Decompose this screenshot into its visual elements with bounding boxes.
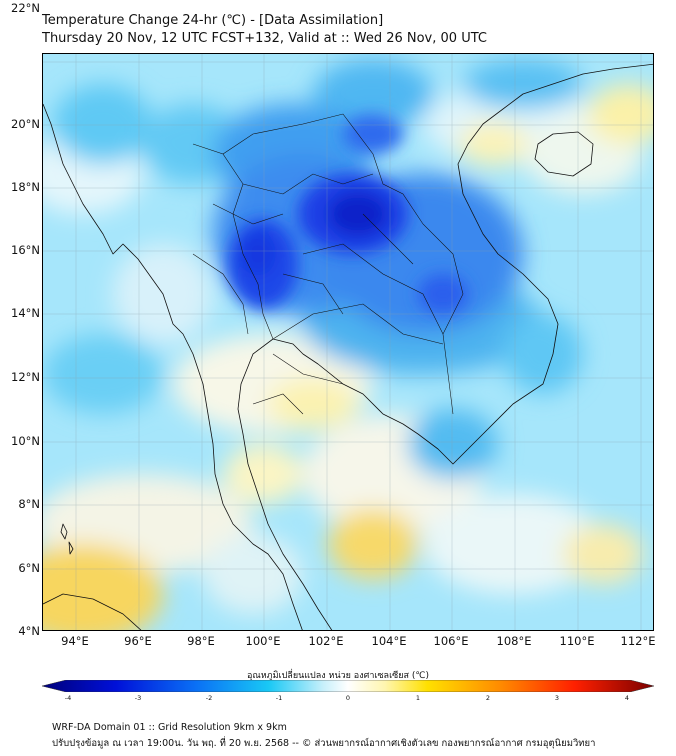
colorbar [42,680,654,692]
country-borders [192,113,464,415]
colorbar-tick-2: 2 [485,694,491,702]
footer-update-info: ปรับปรุงข้อมูล ณ เวลา 19:00น. วัน พฤ. ที… [52,738,596,749]
lat-label-22n: 22°N [11,1,40,15]
lon-label-100e: 100°E [245,634,281,648]
lon-label-106e: 106°E [433,634,469,648]
map-title: Temperature Change 24-hr (℃) - [Data Ass… [42,13,384,28]
colorbar-tick-1: 1 [415,694,421,702]
lat-label-10n: 10°N [11,434,40,448]
coastlines [43,63,653,630]
lon-label-108e: 108°E [496,634,532,648]
colorbar-tick-minus3: -3 [134,694,142,702]
colorbar-gradient [42,680,654,692]
map-subtitle: Thursday 20 Nov, 12 UTC FCST+132, Valid … [42,31,487,46]
colorbar-tick-4: 4 [624,694,630,702]
temperature-field [43,59,653,630]
lat-label-14n: 14°N [11,306,40,320]
temperature-change-map [42,53,654,631]
lon-label-96e: 96°E [124,634,152,648]
lat-label-8n: 8°N [18,497,40,511]
lon-label-102e: 102°E [308,634,344,648]
map-canvas [43,54,653,630]
strong-cooling-cores [228,114,468,314]
colorbar-tick-minus1: -1 [275,694,283,702]
lat-label-12n: 12°N [11,370,40,384]
colorbar-tick-0: 0 [345,694,351,702]
colorbar-title: อุณหภูมิเปลี่ยนแปลง หน่วย องศาเซลเซียส (… [246,671,430,681]
lat-label-20n: 20°N [11,117,40,131]
lat-label-16n: 16°N [11,243,40,257]
graticule [43,54,653,630]
lat-label-4n: 4°N [18,624,40,638]
colorbar-tick-3: 3 [554,694,560,702]
lat-label-6n: 6°N [18,561,40,575]
colorbar-tick-minus4: -4 [64,694,72,702]
footer-model-info: WRF-DA Domain 01 :: Grid Resolution 9km … [52,722,287,733]
lon-label-110e: 110°E [559,634,595,648]
lon-label-94e: 94°E [61,634,89,648]
lon-label-98e: 98°E [187,634,215,648]
colorbar-tick-minus2: -2 [205,694,213,702]
lon-label-112e: 112°E [620,634,656,648]
lon-label-104e: 104°E [371,634,407,648]
lat-label-18n: 18°N [11,180,40,194]
